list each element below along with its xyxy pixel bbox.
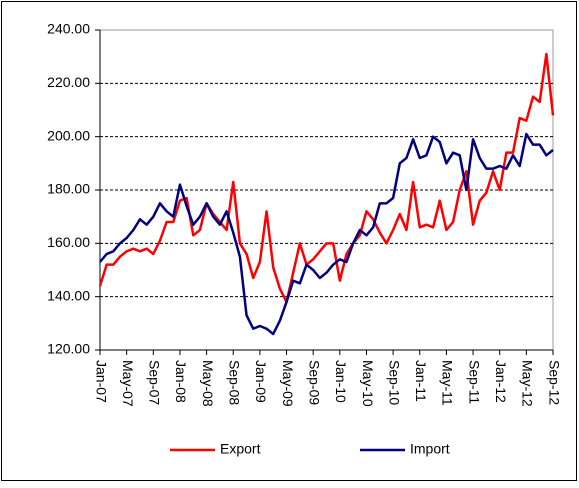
x-tick-label: May-08 [200, 360, 216, 407]
legend-label: Import [410, 441, 450, 457]
series-line [99, 132, 554, 336]
legend-label: Export [220, 441, 261, 457]
x-tick-label: Sep-11 [466, 360, 482, 404]
x-tick-label: Jan-09 [253, 360, 269, 403]
y-tick-label: 180.00 [47, 181, 90, 197]
x-tick-label: May-12 [520, 360, 536, 407]
y-tick-label: 220.00 [47, 74, 90, 90]
x-tick-label: May-07 [120, 360, 136, 407]
x-tick-label: Sep-09 [306, 360, 322, 405]
x-tick-label: Jan-07 [93, 360, 109, 403]
y-tick-label: 240.00 [47, 21, 90, 37]
series-line [98, 52, 555, 304]
y-tick-label: 120.00 [47, 341, 90, 357]
x-tick-label: Sep-10 [386, 360, 402, 405]
x-tick-label: May-11 [440, 360, 456, 406]
x-tick-label: Jan-10 [333, 360, 349, 403]
x-tick-label: Sep-08 [227, 360, 243, 405]
y-tick-label: 160.00 [47, 234, 90, 250]
x-tick-label: Jan-12 [493, 360, 509, 403]
y-tick-label: 140.00 [47, 287, 90, 303]
y-tick-label: 200.00 [47, 127, 90, 143]
x-tick-label: May-09 [280, 360, 296, 407]
x-tick-label: Jan-08 [173, 360, 189, 403]
x-tick-label: Jan-11 [413, 360, 429, 402]
x-tick-label: Sep-07 [147, 360, 163, 405]
x-tick-label: Sep-12 [546, 360, 562, 405]
x-tick-label: May-10 [360, 360, 376, 407]
